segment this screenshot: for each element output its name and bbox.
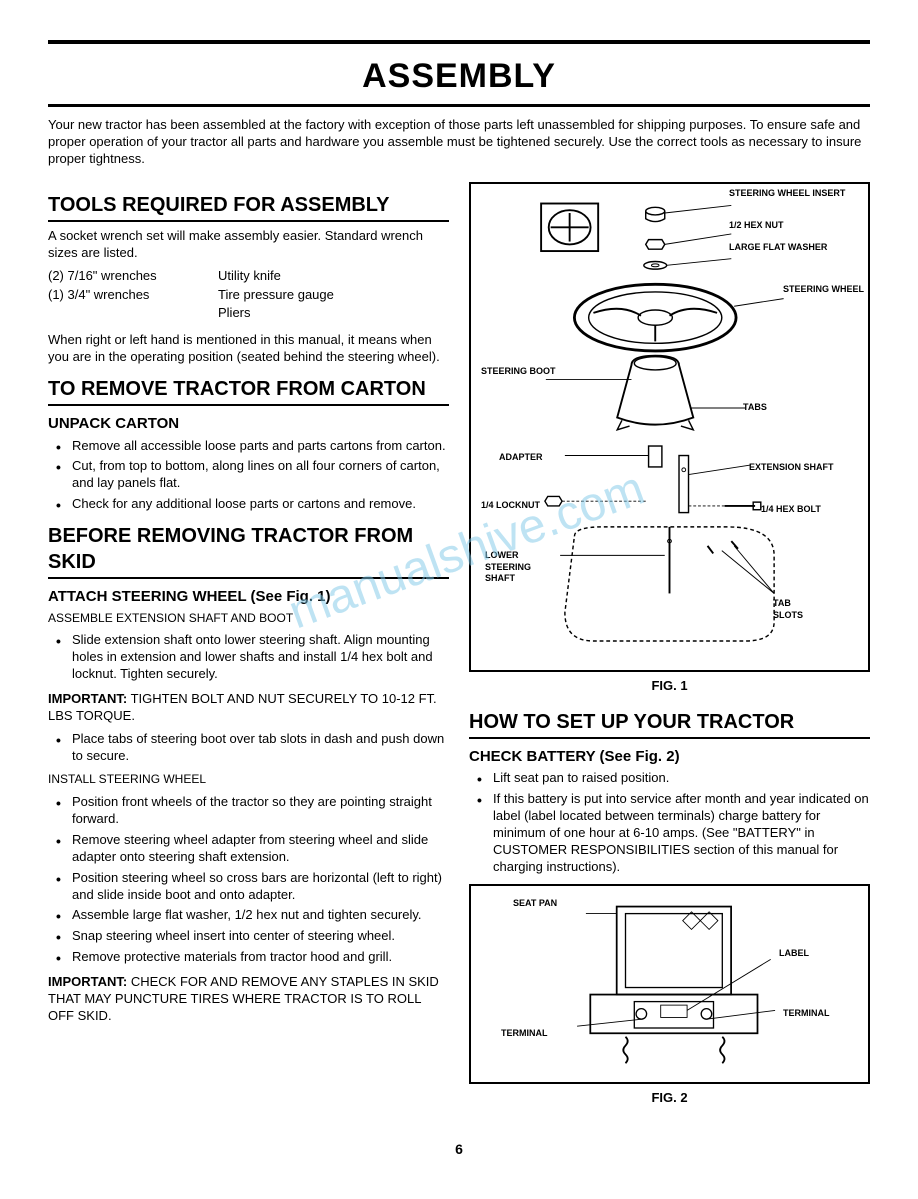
figure-2-diagram (481, 896, 858, 1072)
boot-list: Place tabs of steering boot over tab slo… (48, 731, 449, 765)
intro-text: Your new tractor has been assembled at t… (48, 117, 870, 168)
right-column: STEERING WHEEL INSERT 1/2 HEX NUT LARGE … (469, 182, 870, 1121)
remove-carton-heading: TO REMOVE TRACTOR FROM CARTON (48, 376, 449, 406)
important-label: IMPORTANT: (48, 974, 127, 989)
fig1-label-boot: STEERING BOOT (481, 366, 556, 378)
fig1-label-wheel: STEERING WHEEL (783, 284, 864, 296)
list-item: If this battery is put into service afte… (469, 791, 870, 875)
tool-list: (2) 7/16" wrenches Utility knife (1) 3/4… (48, 268, 449, 323)
setup-heading: HOW TO SET UP YOUR TRACTOR (469, 709, 870, 739)
figure-2-box: SEAT PAN LABEL TERMINAL TERMINAL (469, 884, 870, 1084)
page-number: 6 (48, 1140, 870, 1158)
before-skid-heading: BEFORE REMOVING TRACTOR FROM SKID (48, 523, 449, 579)
list-item: Position steering wheel so cross bars ar… (48, 870, 449, 904)
install-wheel-list: Position front wheels of the tractor so … (48, 794, 449, 966)
two-column-layout: TOOLS REQUIRED FOR ASSEMBLY A socket wre… (48, 182, 870, 1121)
fig1-label-insert: STEERING WHEEL INSERT (729, 188, 845, 200)
fig2-label-label: LABEL (779, 948, 809, 960)
fig1-label-adapter: ADAPTER (499, 452, 543, 464)
list-item: Position front wheels of the tractor so … (48, 794, 449, 828)
tool-right-2: Pliers (218, 305, 449, 322)
list-item: Remove protective materials from tractor… (48, 949, 449, 966)
fig1-label-tabs: TABS (743, 402, 767, 414)
list-item: Assemble large flat washer, 1/2 hex nut … (48, 907, 449, 924)
fig1-caption: FIG. 1 (469, 678, 870, 695)
unpack-sub: UNPACK CARTON (48, 414, 449, 434)
tools-note: When right or left hand is mentioned in … (48, 332, 449, 366)
list-item: Check for any additional loose parts or … (48, 496, 449, 513)
assemble-ext-sub: ASSEMBLE EXTENSION SHAFT AND BOOT (48, 611, 449, 627)
tools-lead: A socket wrench set will make assembly e… (48, 228, 449, 262)
fig2-label-terminal1: TERMINAL (501, 1028, 548, 1040)
ext-shaft-list: Slide extension shaft onto lower steerin… (48, 632, 449, 683)
fig2-caption: FIG. 2 (469, 1090, 870, 1107)
important-2: IMPORTANT: CHECK FOR AND REMOVE ANY STAP… (48, 974, 449, 1025)
list-item: Lift seat pan to raised position. (469, 770, 870, 787)
tool-left-0: (2) 7/16" wrenches (48, 268, 198, 285)
fig2-label-seatpan: SEAT PAN (513, 898, 557, 910)
list-item: Remove steering wheel adapter from steer… (48, 832, 449, 866)
tool-right-1: Tire pressure gauge (218, 287, 449, 304)
install-wheel-sub: INSTALL STEERING WHEEL (48, 772, 449, 788)
page-title: ASSEMBLY (48, 48, 870, 104)
list-item: Place tabs of steering boot over tab slo… (48, 731, 449, 765)
fig1-label-lowershaft: LOWER STEERING SHAFT (485, 550, 545, 585)
tool-right-0: Utility knife (218, 268, 449, 285)
list-item: Slide extension shaft onto lower steerin… (48, 632, 449, 683)
fig2-label-terminal2: TERMINAL (783, 1008, 830, 1020)
attach-wheel-sub: ATTACH STEERING WHEEL (See Fig. 1) (48, 587, 449, 607)
fig1-label-tabslots: TAB SLOTS (773, 598, 823, 621)
fig1-label-washer: LARGE FLAT WASHER (729, 242, 827, 254)
list-item: Remove all accessible loose parts and pa… (48, 438, 449, 455)
fig1-label-hexnut: 1/2 HEX NUT (729, 220, 784, 232)
figure-1-diagram (481, 194, 858, 660)
battery-list: Lift seat pan to raised position. If thi… (469, 770, 870, 875)
mid-rule (48, 104, 870, 107)
list-item: Snap steering wheel insert into center o… (48, 928, 449, 945)
figure-1-box: STEERING WHEEL INSERT 1/2 HEX NUT LARGE … (469, 182, 870, 672)
fig1-label-extshaft: EXTENSION SHAFT (749, 462, 834, 474)
unpack-list: Remove all accessible loose parts and pa… (48, 438, 449, 514)
fig1-label-locknut: 1/4 LOCKNUT (481, 500, 540, 512)
list-item: Cut, from top to bottom, along lines on … (48, 458, 449, 492)
left-column: TOOLS REQUIRED FOR ASSEMBLY A socket wre… (48, 182, 449, 1121)
important-1: IMPORTANT: TIGHTEN BOLT AND NUT SECURELY… (48, 691, 449, 725)
fig1-label-hexbolt: 1/4 HEX BOLT (761, 504, 821, 516)
tool-left-1: (1) 3/4" wrenches (48, 287, 198, 304)
top-rule (48, 40, 870, 44)
tools-heading: TOOLS REQUIRED FOR ASSEMBLY (48, 192, 449, 222)
important-label: IMPORTANT: (48, 691, 127, 706)
check-battery-sub: CHECK BATTERY (See Fig. 2) (469, 747, 870, 767)
